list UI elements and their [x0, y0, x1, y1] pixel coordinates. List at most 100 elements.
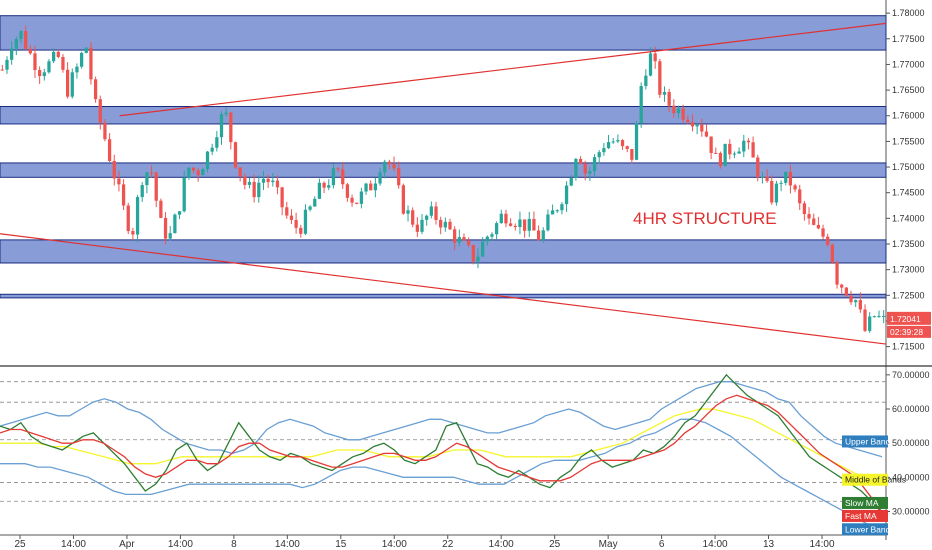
- osc-series-line: [0, 394, 883, 516]
- price-tick-label: 1.73500: [892, 239, 925, 249]
- candle-body: [751, 142, 755, 158]
- candle-body: [476, 256, 480, 262]
- time-tick-label: 14:00: [382, 539, 407, 550]
- candle-body: [383, 161, 387, 173]
- trendlines: [0, 22, 887, 345]
- candle-body: [33, 53, 37, 71]
- candle-body: [676, 108, 681, 114]
- price-tick-label: 1.73000: [892, 265, 925, 275]
- candle-body: [373, 183, 378, 191]
- candle-body: [42, 72, 46, 77]
- candle-body: [224, 112, 228, 115]
- candle-body: [289, 215, 294, 220]
- candle-body: [723, 143, 727, 167]
- osc-legend-label: Fast MA: [845, 511, 877, 521]
- price-tick-label: 1.72500: [892, 290, 925, 300]
- candle-body: [103, 122, 107, 140]
- candle-body: [415, 224, 419, 232]
- candle-body: [872, 316, 876, 318]
- candle-body: [583, 163, 587, 174]
- candle-body: [247, 181, 252, 185]
- candle-body: [709, 136, 713, 153]
- osc-tick-label: 70.00000: [892, 370, 930, 380]
- candle-body: [0, 69, 4, 71]
- candle-body: [625, 146, 629, 149]
- candle-body: [392, 164, 396, 169]
- candle-body: [807, 214, 811, 219]
- candle-body: [555, 210, 559, 212]
- candle-body: [84, 47, 88, 53]
- candle-body: [616, 140, 620, 142]
- osc-legend-badge: [842, 473, 888, 486]
- candle-body: [154, 172, 158, 201]
- countdown-badge: [887, 325, 931, 338]
- candle-body: [140, 185, 144, 198]
- candle-body: [560, 204, 564, 211]
- candle-body: [210, 147, 214, 152]
- candle-body: [760, 176, 765, 178]
- candle-body: [425, 215, 429, 220]
- candle-body: [518, 219, 522, 228]
- countdown-label: 02:39:28: [890, 327, 923, 337]
- candle-body: [336, 168, 340, 170]
- candle-body: [317, 182, 322, 199]
- candle-body: [443, 221, 447, 228]
- candle-body: [672, 105, 676, 114]
- candle-body: [308, 206, 312, 210]
- candle-body: [238, 167, 242, 177]
- zone: [0, 162, 887, 178]
- osc-legend-badge: [842, 435, 888, 448]
- candle-body: [592, 157, 597, 172]
- candle-body: [602, 148, 606, 153]
- candle-body: [746, 140, 751, 143]
- price-tick-label: 1.78000: [892, 8, 925, 18]
- candle-body: [690, 122, 695, 127]
- time-tick-label: Apr: [119, 539, 135, 550]
- candle-body: [536, 230, 541, 241]
- candle-body: [840, 284, 844, 288]
- candle-body: [588, 171, 592, 174]
- price-tick-label: 1.71500: [892, 342, 925, 352]
- candle-body: [121, 184, 126, 206]
- candle-body: [219, 114, 224, 138]
- candle-body: [774, 183, 779, 203]
- candle-body: [397, 168, 401, 186]
- candle-body: [187, 167, 191, 178]
- time-tick-label: 13: [763, 539, 775, 550]
- candle-body: [401, 185, 405, 214]
- candle-body: [322, 182, 326, 188]
- candle-body: [233, 142, 238, 168]
- candle-body: [578, 159, 583, 164]
- candle-body: [704, 131, 709, 137]
- candle-body: [56, 51, 60, 57]
- candle-body: [462, 237, 466, 241]
- candle-body: [821, 228, 825, 237]
- candle-body: [835, 262, 839, 285]
- candle-body: [299, 227, 303, 234]
- candle-body: [784, 171, 788, 183]
- candle-body: [313, 198, 317, 207]
- candle-body: [597, 152, 601, 158]
- candle-body: [695, 124, 699, 127]
- candle-body: [662, 91, 667, 95]
- candle-body: [653, 53, 657, 62]
- candle-body: [648, 53, 653, 76]
- osc-legend-label: Middle of Bands: [845, 475, 906, 485]
- zone: [0, 106, 887, 125]
- candle-body: [532, 218, 536, 231]
- candle-body: [816, 224, 821, 229]
- price-tick-label: 1.75500: [892, 136, 925, 146]
- zone: [0, 293, 887, 299]
- candle-body: [19, 31, 23, 39]
- candle-body: [439, 219, 443, 228]
- candle-body: [275, 180, 280, 188]
- time-tick-label: 14:00: [275, 539, 300, 550]
- time-tick-label: 14:00: [489, 539, 514, 550]
- candle-body: [667, 91, 671, 106]
- candle-body: [93, 79, 98, 100]
- candle-body: [877, 315, 881, 317]
- candle-body: [24, 31, 28, 49]
- candle-body: [448, 221, 452, 230]
